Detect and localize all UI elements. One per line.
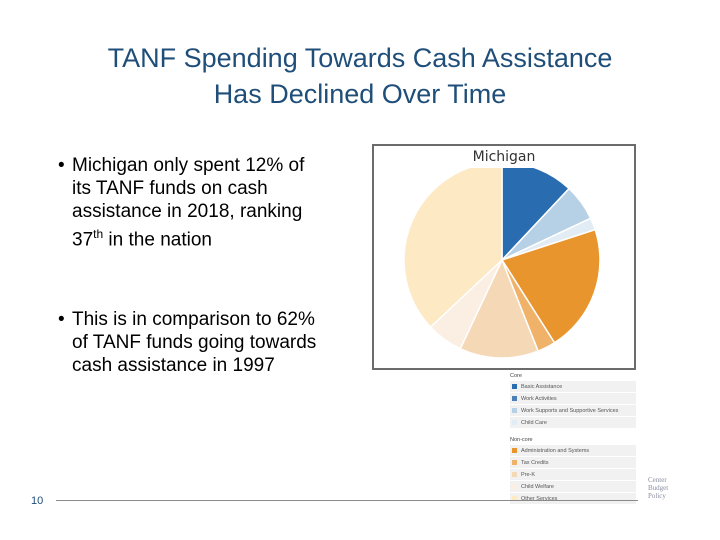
chart-legend: Core Basic Assistance Work Activities Work … — [510, 372, 636, 505]
title-line: TANF Spending Towards Cash Assistance — [107, 43, 613, 73]
bullet-symbol: • — [58, 309, 65, 330]
legend-swatch — [512, 420, 517, 425]
legend-group-heading: Non-core — [510, 437, 533, 443]
rank-rest: in the nation — [103, 229, 212, 251]
bullet-text-line: Michigan only spent 12% of — [72, 155, 305, 176]
logo-text: Policy — [648, 492, 666, 500]
bullet-text-line: cash assistance in 1997 — [72, 355, 275, 376]
bullet-symbol: • — [58, 155, 65, 176]
legend-swatch — [512, 384, 517, 389]
chart-frame — [372, 144, 636, 370]
legend-swatch — [512, 448, 517, 453]
title-line: Has Declined Over Time — [213, 79, 507, 109]
logo-text: Center — [648, 476, 667, 484]
legend-label: Administration and Systems — [521, 447, 590, 454]
pie-slice-pre-k — [459, 258, 540, 359]
bullet-text-line: This is in comparison to 62% — [72, 309, 315, 330]
legend-label: Basic Assistance — [521, 383, 563, 390]
legend-group-heading: Core — [510, 373, 522, 379]
legend-swatch — [512, 460, 517, 465]
legend-label: Child Care — [521, 419, 547, 426]
legend-swatch — [512, 484, 517, 489]
rank-number: 37 — [72, 229, 94, 251]
legend-item: Administration and Systems — [510, 445, 636, 456]
legend-label: Other Services — [521, 495, 558, 502]
legend-item: Child Welfare — [510, 481, 636, 492]
legend-swatch — [512, 408, 517, 413]
bullet-text-line: 37th in the nation — [58, 223, 368, 251]
slide-title: TANF Spending Towards Cash Assistance Ha… — [0, 40, 720, 112]
legend-swatch — [512, 472, 517, 477]
legend-item: Tax Credits — [510, 457, 636, 468]
legend-label: Tax Credits — [521, 459, 549, 466]
legend-gap — [510, 429, 636, 436]
legend-item: Other Services — [510, 493, 636, 504]
legend-swatch — [512, 496, 517, 501]
pie-slice-administration-and-systems — [500, 228, 601, 344]
legend-item: Work Supports and Supportive Services — [510, 405, 636, 416]
logo-text: Budget — [648, 484, 669, 492]
bullet-text-line: its TANF funds on cash — [72, 178, 268, 199]
legend-item: Child Care — [510, 417, 636, 428]
bullet-point: • This is in comparison to 62% of TANF f… — [58, 308, 368, 377]
bullet-point: • Michigan only spent 12% of its TANF fu… — [58, 154, 368, 251]
rank-suffix: th — [93, 227, 104, 241]
bullet-text-line: assistance in 2018, ranking — [72, 201, 303, 222]
chart-title: Michigan — [470, 146, 538, 168]
footer-divider — [56, 500, 638, 501]
legend-label: Child Welfare — [521, 483, 554, 490]
legend-item: Work Activities — [510, 393, 636, 404]
legend-label: Work Supports and Supportive Services — [521, 407, 619, 414]
organization-logo: Center Budget Policy — [648, 476, 698, 500]
legend-swatch — [512, 396, 517, 401]
legend-label: Pre-K — [521, 471, 536, 478]
legend-item: Basic Assistance — [510, 381, 636, 392]
legend-item: Pre-K — [510, 469, 636, 480]
legend-label: Work Activities — [521, 395, 557, 402]
bullet-text-line: of TANF funds going towards — [72, 332, 317, 353]
page-number: 10 — [31, 495, 44, 507]
